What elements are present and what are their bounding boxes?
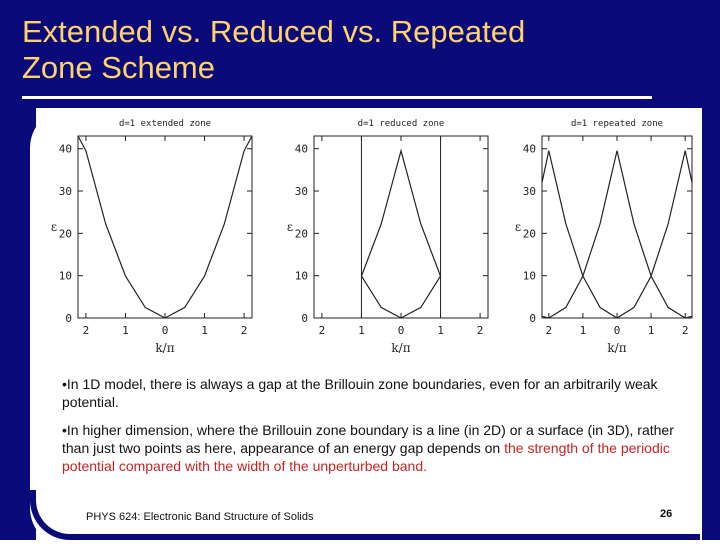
y-tick-label: 10 [295,270,308,283]
title-underline [22,96,652,99]
slide-title-line-1: Extended vs. Reduced vs. Repeated [22,14,526,49]
bullet-higher-dim: •In higher dimension, where the Brilloui… [62,421,692,475]
bullet-1d-gap: •In 1D model, there is always a gap at t… [62,376,658,410]
x-tick-label: 2 [319,324,326,337]
x-tick-label: 2 [682,324,689,337]
bottom-frame-bar [80,534,700,540]
x-tick-label: 1 [580,324,587,337]
band-curve [541,274,693,319]
y-tick-label: 30 [295,185,308,198]
footer-text: PHYS 624: Electronic Band Structure of S… [86,511,314,523]
plot-frame [313,135,489,319]
x-tick-label: 2 [241,324,248,337]
y-axis-label: ε [287,220,293,234]
x-tick-label: 1 [201,324,208,337]
bottom-frame-curve [30,490,90,540]
x-tick-label: 2 [83,324,90,337]
band-curve [360,275,442,319]
x-tick-label: 2 [546,324,553,337]
plot-frame [541,135,693,319]
y-tick-label: 20 [523,227,536,240]
band-curve [77,135,253,319]
x-axis-label: k/π [391,341,410,355]
title-bar [0,0,720,108]
band-curve [360,148,442,277]
y-tick-label: 20 [59,227,72,240]
x-tick-label: 1 [437,324,444,337]
y-axis-label: ε [515,220,521,234]
x-tick-label: 1 [122,324,129,337]
page-number: 26 [660,508,673,520]
x-tick-label: 0 [614,324,621,337]
y-tick-label: 0 [301,312,308,325]
plot-title: d=1 repeated zone [571,119,663,129]
y-tick-label: 0 [529,312,536,325]
x-tick-label: 0 [162,324,169,337]
plot-title: d=1 extended zone [119,119,211,129]
y-tick-label: 40 [295,143,308,156]
y-tick-label: 10 [59,270,72,283]
plot-title: d=1 reduced zone [358,119,445,129]
bullet-list: •In 1D model, there is always a gap at t… [62,375,692,485]
x-axis-label: k/π [155,341,174,355]
right-frame [700,0,720,540]
x-tick-label: 1 [358,324,365,337]
x-tick-label: 2 [477,324,484,337]
x-tick-label: 1 [648,324,655,337]
band-curve [541,150,693,279]
y-axis-label: ε [51,220,57,234]
y-tick-label: 30 [523,185,536,198]
y-tick-label: 20 [295,227,308,240]
slide-title: Extended vs. Reduced vs. Repeated Zone S… [22,14,662,86]
bullet-higher-dim-text: •In higher dimension, where the Brilloui… [62,422,674,456]
band-structure-plots: d=1 extended zone 0 10 20 30 40 2 1 0 1 2 k/π ε d=1 r… [30,108,702,368]
x-axis-label: k/π [607,341,626,355]
y-tick-label: 40 [523,143,536,156]
slide-title-line-2: Zone Scheme [22,50,215,85]
y-tick-label: 10 [523,270,536,283]
plot-frame [77,135,253,319]
y-tick-label: 40 [59,143,72,156]
y-tick-label: 30 [59,185,72,198]
content-panel [30,108,702,548]
x-tick-label: 0 [398,324,405,337]
bullet-highlight: the strength of the periodic potential c… [62,440,670,474]
y-tick-label: 0 [65,312,72,325]
